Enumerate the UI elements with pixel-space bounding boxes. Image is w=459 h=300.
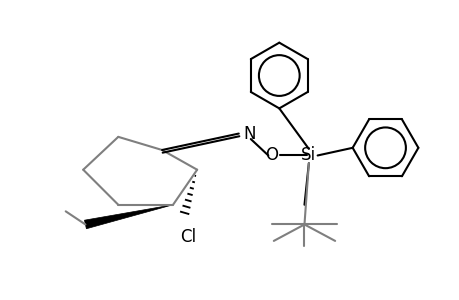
Text: Si: Si [301,146,316,164]
Text: Cl: Cl [180,228,196,246]
Text: N: N [243,124,255,142]
Polygon shape [84,205,173,229]
Text: O: O [264,146,278,164]
